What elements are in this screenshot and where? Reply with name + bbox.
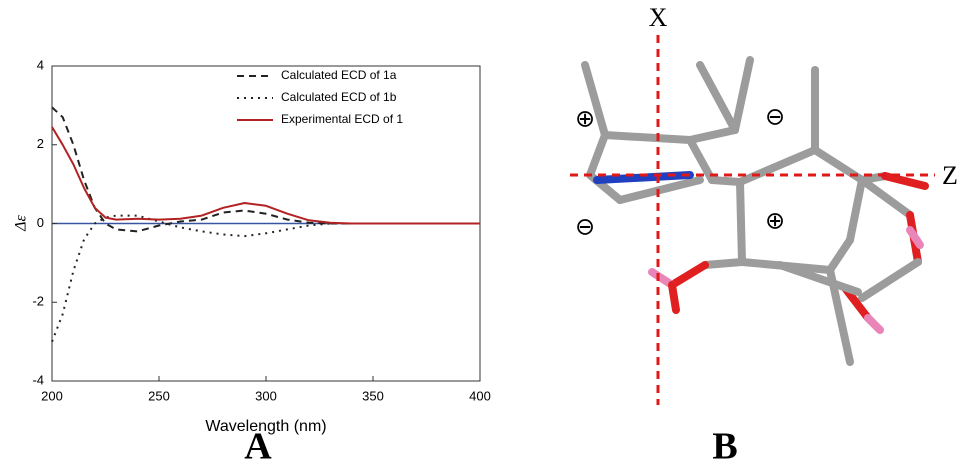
molecule xyxy=(585,60,925,362)
axis-label: X xyxy=(649,3,668,32)
legend-label: Calculated ECD of 1a xyxy=(281,68,397,82)
axis-label: Z xyxy=(942,161,958,190)
y-tick-label: 0 xyxy=(37,215,44,230)
sign: ⊖ xyxy=(575,213,595,240)
legend-label: Calculated ECD of 1b xyxy=(281,90,397,104)
x-tick-label: 300 xyxy=(255,388,277,403)
x-tick-label: 350 xyxy=(362,388,384,403)
x-axis-title: Wavelength (nm) xyxy=(205,418,326,435)
series-line xyxy=(52,127,480,224)
x-tick-label: 200 xyxy=(41,388,63,403)
panel-label: B xyxy=(712,426,737,468)
y-tick-label: -2 xyxy=(32,294,44,309)
y-axis-title: Δε xyxy=(13,214,30,231)
sign: ⊖ xyxy=(765,103,785,130)
x-tick-label: 250 xyxy=(148,388,170,403)
x-tick-label: 400 xyxy=(469,388,491,403)
series-line xyxy=(52,107,480,231)
y-tick-label: 4 xyxy=(37,57,44,72)
y-tick-label: 2 xyxy=(37,136,44,151)
y-tick-label: -4 xyxy=(32,372,44,387)
sign: ⊕ xyxy=(575,105,595,132)
sign: ⊕ xyxy=(765,207,785,234)
series-line xyxy=(52,216,480,342)
legend-label: Experimental ECD of 1 xyxy=(281,112,403,126)
figure: X Z ⊕ ⊖ ⊖ ⊕ B A Wavelength (nm) Δε -4-20… xyxy=(0,0,961,468)
